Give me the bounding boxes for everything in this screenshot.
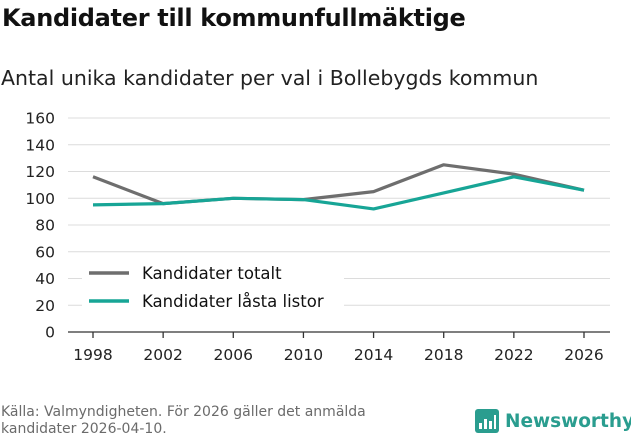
y-tick-label: 40 <box>35 270 55 288</box>
x-tick-label: 2010 <box>284 346 323 364</box>
legend-label: Kandidater totalt <box>142 264 282 283</box>
y-tick-label: 20 <box>35 297 55 315</box>
y-tick-label: 80 <box>35 217 55 235</box>
x-axis: 1998 2002 2006 2010 2014 2018 2022 2026 <box>68 331 610 364</box>
bar-chart-logo-icon <box>475 409 499 433</box>
source-note: Källa: Valmyndigheten. För 2026 gäller d… <box>1 404 366 437</box>
gridlines <box>68 117 610 306</box>
brand-logo: Newsworthy <box>475 409 631 433</box>
y-tick-label: 0 <box>45 324 55 342</box>
x-tick-label: 2014 <box>354 346 393 364</box>
x-tick-label: 2018 <box>424 346 463 364</box>
chart-subtitle: Antal unika kandidater per val i Bolleby… <box>1 66 539 90</box>
line-chart: 0 20 40 60 80 100 120 140 160 1998 2002 2006 2010 20… <box>25 110 610 364</box>
legend-background <box>82 258 344 318</box>
series-lines <box>92 163 585 211</box>
chart-title: Kandidater till kommunfullmäktige <box>2 4 466 32</box>
x-tick-label: 2026 <box>564 346 603 364</box>
x-tick-label: 2006 <box>214 346 253 364</box>
y-tick-label: 140 <box>25 136 55 154</box>
y-tick-label: 60 <box>35 243 55 261</box>
legend: Kandidater totalt Kandidater låsta listor <box>82 258 344 318</box>
x-tick-label: 1998 <box>73 346 112 364</box>
y-tick-label: 120 <box>25 163 55 181</box>
legend-label: Kandidater låsta listor <box>142 292 324 311</box>
y-tick-label: 100 <box>25 190 55 208</box>
x-tick-label: 2022 <box>494 346 533 364</box>
y-axis-ticks: 0 20 40 60 80 100 120 140 160 <box>25 110 55 342</box>
x-tick-label: 2002 <box>143 346 182 364</box>
y-tick-label: 160 <box>25 110 55 128</box>
series-line-1 <box>92 175 585 211</box>
brand-name: Newsworthy <box>505 410 631 432</box>
